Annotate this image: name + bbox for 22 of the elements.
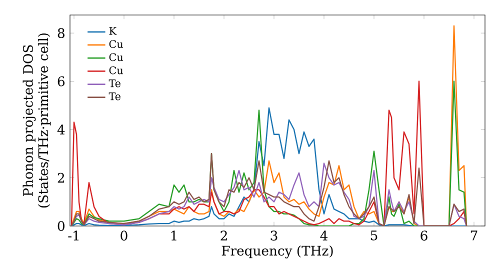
x-tick-label: 6 — [420, 230, 428, 241]
y-tick-label: 2 — [58, 172, 64, 183]
y-tick-label: 8 — [58, 28, 64, 38]
legend-label: Cu — [109, 53, 123, 62]
x-tick-label: 3 — [270, 230, 278, 241]
legend-label: K — [109, 27, 117, 35]
legend-label: Cu — [109, 66, 123, 74]
y-tick-label: 4 — [57, 124, 65, 134]
legend-label: Te — [108, 80, 120, 88]
legend-label: Cu — [109, 40, 123, 48]
x-tick-label: -1 — [68, 230, 79, 240]
x-tick-label: 0 — [120, 230, 128, 241]
x-tick-label: 1 — [171, 230, 176, 240]
y-axis-title: Phonon projected DOS (States/THz·primitive cell) — [22, 33, 51, 208]
y-tick-label: 6 — [58, 76, 65, 86]
x-axis-title: Frequency (THz) — [222, 245, 333, 258]
x-tick-label: 2 — [220, 230, 227, 240]
legend-label: Te — [108, 92, 120, 100]
x-tick-label: 5 — [370, 230, 378, 240]
x-tick-label: 7 — [470, 230, 478, 240]
y-tick-label: 0 — [58, 220, 64, 231]
x-tick-label: 4 — [320, 230, 328, 240]
